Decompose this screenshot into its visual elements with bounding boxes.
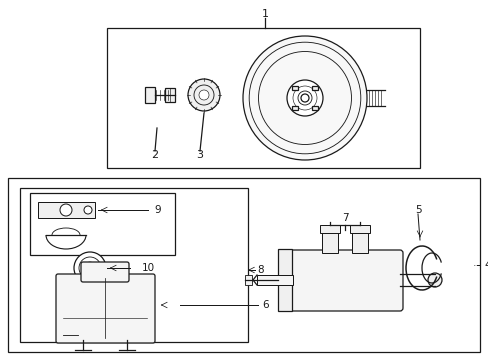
Bar xyxy=(311,86,317,90)
Text: 2: 2 xyxy=(151,150,158,160)
Bar xyxy=(278,249,291,311)
Bar xyxy=(321,233,337,253)
Circle shape xyxy=(199,90,208,100)
Circle shape xyxy=(187,79,220,111)
Circle shape xyxy=(194,85,214,105)
Bar xyxy=(164,88,175,102)
Circle shape xyxy=(301,94,308,102)
Circle shape xyxy=(60,204,72,216)
Circle shape xyxy=(74,252,106,284)
Bar xyxy=(74,280,106,286)
Circle shape xyxy=(84,206,92,214)
Bar xyxy=(291,86,298,90)
Bar xyxy=(145,87,155,103)
Bar xyxy=(291,106,298,110)
FancyBboxPatch shape xyxy=(81,262,129,282)
Circle shape xyxy=(286,80,323,116)
Text: 3: 3 xyxy=(196,150,203,160)
Bar xyxy=(349,225,369,233)
FancyBboxPatch shape xyxy=(56,274,155,343)
Bar xyxy=(257,275,292,285)
Text: 7: 7 xyxy=(341,213,347,223)
Text: 6: 6 xyxy=(262,300,268,310)
Bar xyxy=(319,225,339,233)
Bar xyxy=(30,193,175,255)
Circle shape xyxy=(427,273,441,287)
Text: 4: 4 xyxy=(483,260,488,270)
Text: 5: 5 xyxy=(414,205,421,215)
Text: 1: 1 xyxy=(261,9,268,19)
FancyBboxPatch shape xyxy=(286,250,402,311)
Bar xyxy=(311,106,317,110)
Text: 8: 8 xyxy=(257,265,263,275)
Circle shape xyxy=(243,36,366,160)
Bar xyxy=(8,178,479,352)
Bar xyxy=(38,202,95,218)
Text: 10: 10 xyxy=(141,263,154,273)
Bar xyxy=(20,188,247,342)
Bar xyxy=(244,275,251,285)
Text: 9: 9 xyxy=(154,205,161,215)
Bar xyxy=(351,233,367,253)
Bar xyxy=(107,28,419,168)
